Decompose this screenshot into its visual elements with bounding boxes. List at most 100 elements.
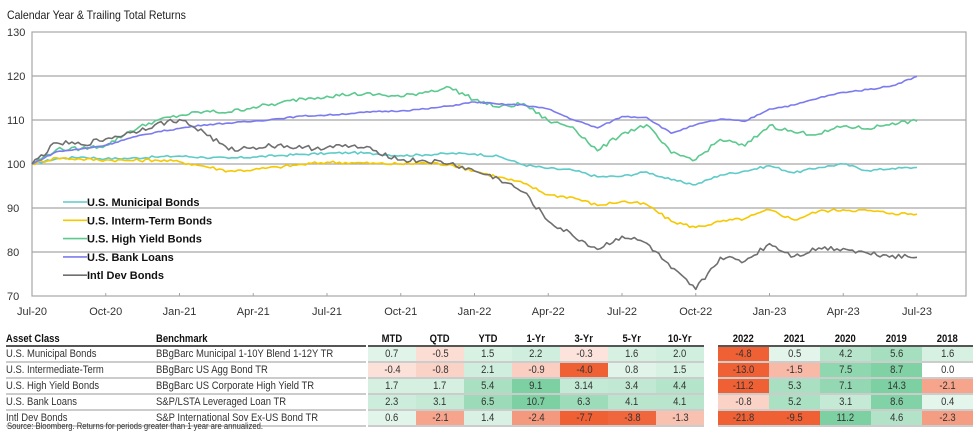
x-tick-label: Oct-21 [384, 306, 417, 318]
benchmark-cell: BBgBarc US Agg Bond TR [156, 362, 366, 379]
header-10-yr: 10-Yr [656, 332, 704, 347]
return-cell-text: 4.4 [673, 380, 687, 392]
return-cell-text: 6.5 [481, 396, 495, 408]
return-cell: 1.5 [656, 362, 704, 379]
return-cell-text: -21.8 [732, 412, 755, 424]
benchmark-cell: S&P/LSTA Leveraged Loan TR [156, 394, 366, 411]
return-cell-text: 2.1 [481, 364, 495, 376]
x-tick-label: Jul-22 [607, 306, 637, 318]
return-cell: 7.1 [820, 378, 871, 395]
return-cell-text: 5.6 [889, 348, 904, 360]
header-asset-class: Asset Class [6, 332, 156, 347]
header-ytd: YTD [464, 332, 512, 347]
return-cell-text: -3.8 [623, 412, 641, 424]
return-cell: 3.1 [416, 394, 464, 411]
benchmark-cell-text: BBgBarc US Agg Bond TR [156, 364, 268, 376]
header-asset-class-text: Asset Class [6, 332, 60, 345]
x-tick-label: Jan-21 [163, 306, 197, 318]
header-10-yr-text: 10-Yr [668, 332, 692, 345]
benchmark-cell-text: S&P International Sov Ex-US Bond TR [156, 412, 319, 424]
return-cell-text: -2.1 [939, 380, 956, 392]
asset-class-cell: U.S. High Yield Bonds [6, 378, 156, 395]
benchmark-cell: BBgBarc US Corporate High Yield TR [156, 378, 366, 395]
x-axis-ticks: Jul-20 Oct-20 Jan-21 Apr-21 Jul-21 Oct-21 Jan-… [17, 293, 932, 318]
legend-item: U.S. Interm-Term Bonds [63, 215, 212, 227]
return-cell-text: 2.0 [673, 348, 687, 360]
table-row: 0.7 -0.5 1.5 2.2 -0.3 1.6 2.0 [368, 346, 704, 363]
return-cell-text: 4.6 [889, 412, 904, 424]
return-cell-text: 9.1 [529, 380, 543, 392]
return-cell: 2.1 [464, 362, 512, 379]
x-tick-label: Jul-23 [902, 306, 932, 318]
benchmark-cell: S&P International Sov Ex-US Bond TR [156, 410, 366, 427]
return-cell: 4.2 [820, 346, 871, 363]
return-cell: -13.0 [718, 362, 769, 379]
return-cell: -9.5 [769, 410, 820, 427]
table-row: -21.8 -9.5 11.2 4.6 -2.3 [718, 410, 973, 427]
return-cell: -0.8 [718, 394, 769, 411]
asset-table: Asset Class Benchmark U.S. Municipal Bond… [6, 332, 366, 427]
return-cell: 8.7 [871, 362, 922, 379]
return-cell-text: 6.3 [577, 396, 591, 408]
return-cell: 7.5 [820, 362, 871, 379]
header-mtd-text: MTD [381, 332, 403, 345]
legend-label: U.S. Interm-Term Bonds [87, 215, 212, 227]
asset-class-cell-text: U.S. Intermediate-Term [6, 364, 104, 376]
asset-class-cell: Intl Dev Bonds [6, 410, 156, 427]
return-cell-text: 3.1 [433, 396, 447, 408]
return-cell: 3.14 [560, 378, 608, 395]
header-2019: 2019 [871, 332, 922, 347]
header-2018: 2018 [922, 332, 973, 347]
x-tick-label: Apr-23 [827, 306, 860, 318]
y-tick-label: 120 [7, 71, 25, 83]
return-cell-text: 5.4 [481, 380, 495, 392]
return-cell-text: 4.1 [625, 396, 639, 408]
return-cell-text: 0.6 [385, 412, 399, 424]
table-row: Intl Dev Bonds S&P International Sov Ex-U… [6, 410, 366, 427]
table-row: U.S. High Yield Bonds BBgBarc US Corporat… [6, 378, 366, 395]
table-row: U.S. Municipal Bonds BBgBarc Municipal 1-… [6, 346, 366, 363]
return-cell: 6.3 [560, 394, 608, 411]
return-cell: 4.1 [608, 394, 656, 411]
table-row: 1.7 1.7 5.4 9.1 3.14 3.4 4.4 [368, 378, 704, 395]
return-cell: -0.3 [560, 346, 608, 363]
return-cell: -2.3 [922, 410, 973, 427]
table-row: U.S. Bank Loans S&P/LSTA Leveraged Loan T… [6, 394, 366, 411]
return-cell: 3.4 [608, 378, 656, 395]
return-cell: -0.5 [416, 346, 464, 363]
return-cell-text: -13.0 [732, 364, 755, 376]
x-tick-label: Apr-21 [237, 306, 270, 318]
return-cell-text: -11.2 [733, 380, 754, 392]
return-cell-text: 1.7 [433, 380, 447, 392]
return-cell-text: -2.3 [939, 412, 956, 424]
header-3-yr-text: 3-Yr [574, 332, 594, 345]
return-cell: 0.8 [608, 362, 656, 379]
return-cell-text: -0.5 [431, 348, 449, 360]
return-cell: 2.2 [512, 346, 560, 363]
header-3-yr: 3-Yr [560, 332, 608, 347]
return-cell: 0.6 [368, 410, 416, 427]
return-cell-text: -1.5 [786, 364, 803, 376]
return-cell-text: 8.6 [889, 396, 904, 408]
header-5-yr: 5-Yr [608, 332, 656, 347]
header-2020-text: 2020 [834, 332, 857, 345]
return-cell: 2.3 [368, 394, 416, 411]
return-cell: -0.4 [368, 362, 416, 379]
return-cell-text: 10.7 [526, 396, 546, 408]
return-cell: 6.5 [464, 394, 512, 411]
legend-item: U.S. Municipal Bonds [63, 197, 199, 209]
return-cell: 8.6 [871, 394, 922, 411]
return-cell-text: 1.4 [481, 412, 495, 424]
return-cell: 14.3 [871, 378, 922, 395]
series-line-0 [31, 150, 918, 186]
y-tick-label: 100 [7, 159, 25, 171]
return-cell-text: 3.14 [574, 380, 594, 392]
legend-item: U.S. Bank Loans [63, 252, 174, 264]
header-2022-text: 2022 [732, 332, 755, 345]
return-cell-text: -0.8 [431, 364, 449, 376]
table-row: 0.6 -2.1 1.4 -2.4 -7.7 -3.8 -1.3 [368, 410, 704, 427]
asset-class-cell: U.S. Municipal Bonds [6, 346, 156, 363]
return-cell: 0.7 [368, 346, 416, 363]
return-cell: 3.1 [820, 394, 871, 411]
benchmark-cell-text: BBgBarc Municipal 1-10Y Blend 1-12Y TR [156, 348, 334, 360]
